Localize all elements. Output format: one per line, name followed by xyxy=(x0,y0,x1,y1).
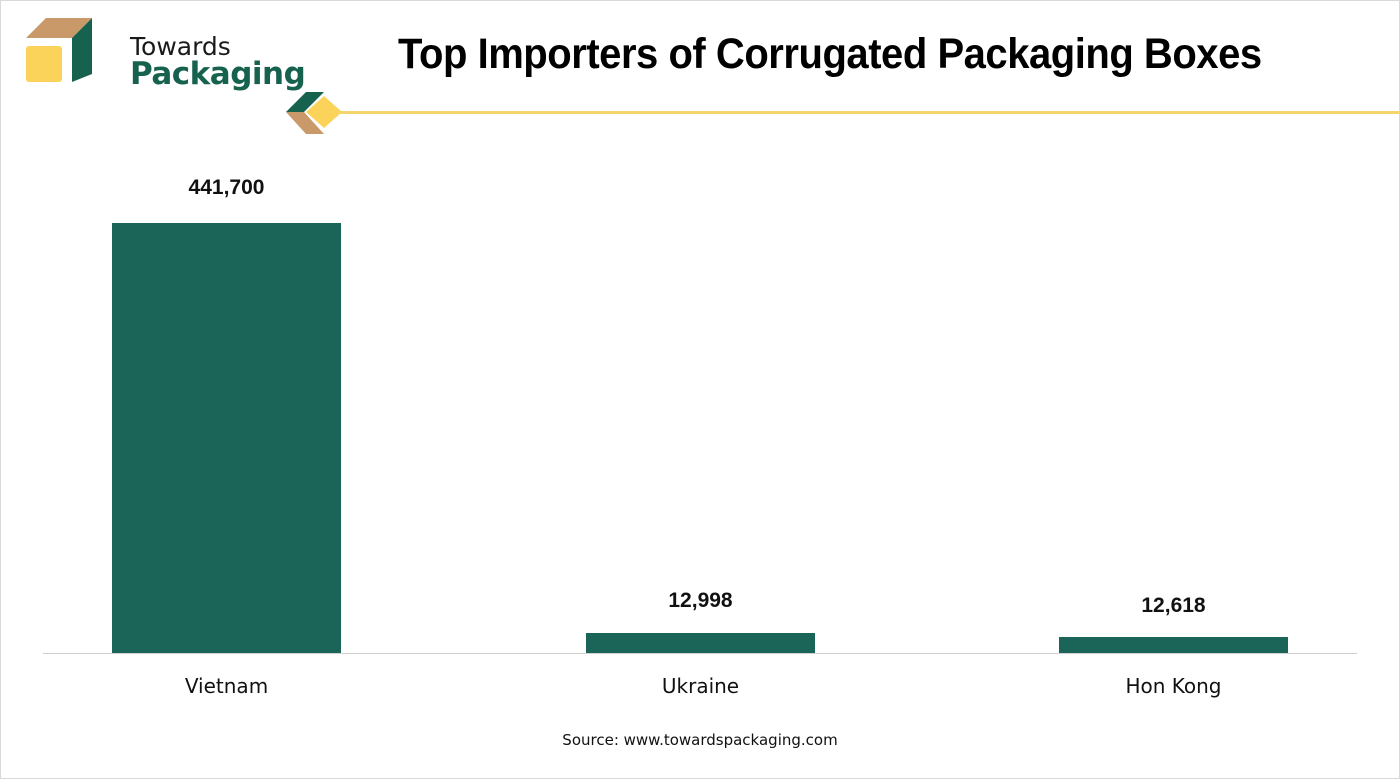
x-axis-line xyxy=(43,653,1357,654)
bar-hon-kong xyxy=(1059,637,1288,653)
category-label-hon-kong: Hon Kong xyxy=(1125,674,1222,698)
chart-title: Top Importers of Corrugated Packaging Bo… xyxy=(398,30,1262,78)
box-logo-icon xyxy=(26,18,92,82)
value-label-hon-kong: 12,618 xyxy=(1141,594,1206,617)
value-label-ukraine: 12,998 xyxy=(668,589,733,612)
category-label-vietnam: Vietnam xyxy=(184,674,269,698)
bar-vietnam xyxy=(112,223,341,653)
category-label-ukraine: Ukraine xyxy=(661,674,740,698)
brand-name-line2: Packaging xyxy=(130,56,306,92)
arrow-decoration-icon xyxy=(286,90,346,141)
bar-ukraine xyxy=(586,633,815,653)
source-note: Source: www.towardspackaging.com xyxy=(562,731,838,749)
brand-name-line1: Towards xyxy=(130,32,231,61)
brand-logo: Towards Packaging xyxy=(26,18,306,92)
value-label-vietnam: 441,700 xyxy=(188,176,265,199)
title-underline xyxy=(338,111,1400,114)
